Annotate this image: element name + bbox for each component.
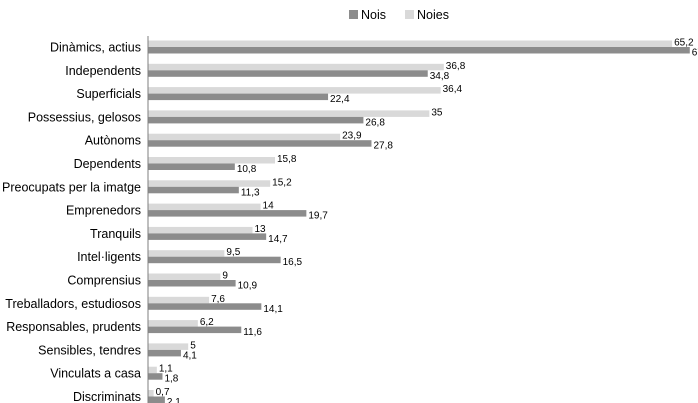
bar-nois [148, 396, 165, 403]
bar-noies [148, 157, 276, 164]
data-label-noies: 23,9 [342, 131, 362, 142]
plot-area: Dinàmics, actius 65,267,4 Independents 36,8… [2, 36, 698, 403]
data-label-nois: 1,8 [164, 374, 178, 385]
data-label-noies: 9 [222, 271, 228, 282]
category-label: Tranquils [90, 227, 141, 241]
legend-label-noies: Noies [417, 8, 449, 22]
data-label-nois: 11,3 [241, 187, 260, 198]
data-label-noies: 14 [263, 201, 275, 212]
bar-nois [148, 140, 372, 147]
bar-nois [148, 163, 235, 170]
category-label: Independents [65, 64, 141, 78]
data-label-noies: 7,6 [211, 294, 225, 305]
category-label: Preocupats per la imatge [2, 180, 141, 194]
data-label-nois: 27,8 [373, 141, 393, 152]
category-label: Responsables, prudents [6, 320, 141, 334]
category-label: Autònoms [85, 134, 141, 148]
data-label-nois: 67,4 [692, 48, 698, 59]
data-label-noies: 5 [190, 340, 196, 351]
data-label-nois: 11,6 [243, 327, 262, 338]
bar-nois [148, 116, 364, 124]
bar-nois [148, 303, 262, 310]
category-label: Possessius, gelosos [28, 110, 141, 124]
bar-noies [148, 180, 271, 187]
bar-noies [148, 273, 221, 280]
legend-label-nois: Nois [361, 8, 386, 22]
bar-noies [148, 63, 444, 71]
data-label-nois: 19,7 [308, 211, 328, 222]
data-label-noies: 15,2 [272, 177, 292, 188]
bar-nois [148, 233, 267, 240]
data-label-nois: 22,4 [330, 94, 350, 105]
data-label-noies: 36,4 [443, 84, 463, 95]
category-label: Comprensius [67, 274, 141, 288]
bar-noies [148, 87, 441, 94]
category-label: Emprenedors [66, 204, 141, 218]
legend: Nois Noies [349, 8, 449, 22]
bar-noies [148, 390, 154, 397]
bar-nois [148, 373, 163, 380]
bar-nois [148, 186, 239, 194]
bar-noies [148, 296, 210, 304]
bar-noies [148, 203, 261, 211]
data-label-nois: 2,1 [167, 397, 181, 403]
category-label: Discriminats [73, 390, 141, 403]
data-label-noies: 65,2 [674, 38, 694, 49]
bar-nois [148, 210, 307, 217]
legend-swatch-nois [349, 10, 358, 19]
bar-noies [148, 40, 673, 47]
data-label-noies: 9,5 [226, 247, 240, 258]
legend-swatch-noies [405, 10, 414, 19]
bar-nois [148, 280, 236, 287]
bar-nois [148, 47, 690, 54]
data-label-noies: 35 [431, 107, 443, 118]
category-label: Treballadors, estudiosos [5, 297, 141, 311]
data-label-nois: 14,7 [268, 234, 288, 245]
bar-noies [148, 366, 157, 374]
category-label: Sensibles, tendres [38, 343, 141, 357]
category-label: Superficials [76, 87, 141, 101]
data-label-nois: 34,8 [430, 71, 450, 82]
data-label-noies: 13 [254, 224, 266, 235]
bar-noies [148, 343, 189, 350]
category-label: Intel·ligents [77, 250, 141, 264]
category-label: Vinculats a casa [50, 367, 141, 381]
bar-noies [148, 226, 253, 234]
bar-nois [148, 256, 281, 264]
bar-noies [148, 133, 341, 141]
bar-noies [148, 250, 225, 257]
data-label-nois: 14,1 [263, 304, 283, 315]
data-label-noies: 6,2 [200, 317, 214, 328]
data-label-nois: 26,8 [365, 117, 385, 128]
data-label-noies: 15,8 [277, 154, 297, 165]
category-label: Dependents [74, 157, 141, 171]
data-label-noies: 1,1 [159, 364, 173, 375]
data-label-nois: 10,8 [237, 164, 257, 175]
bar-nois [148, 326, 242, 334]
bar-nois [148, 70, 428, 77]
data-label-nois: 4,1 [183, 350, 197, 361]
data-label-nois: 16,5 [283, 257, 303, 268]
data-label-nois: 10,9 [238, 281, 258, 292]
bar-nois [148, 93, 329, 101]
data-label-noies: 0,7 [156, 387, 170, 398]
bar-nois [148, 349, 181, 357]
category-label: Dinàmics, actius [50, 41, 141, 55]
data-label-noies: 36,8 [446, 61, 466, 72]
bar-noies [148, 320, 198, 327]
bar-noies [148, 110, 430, 117]
